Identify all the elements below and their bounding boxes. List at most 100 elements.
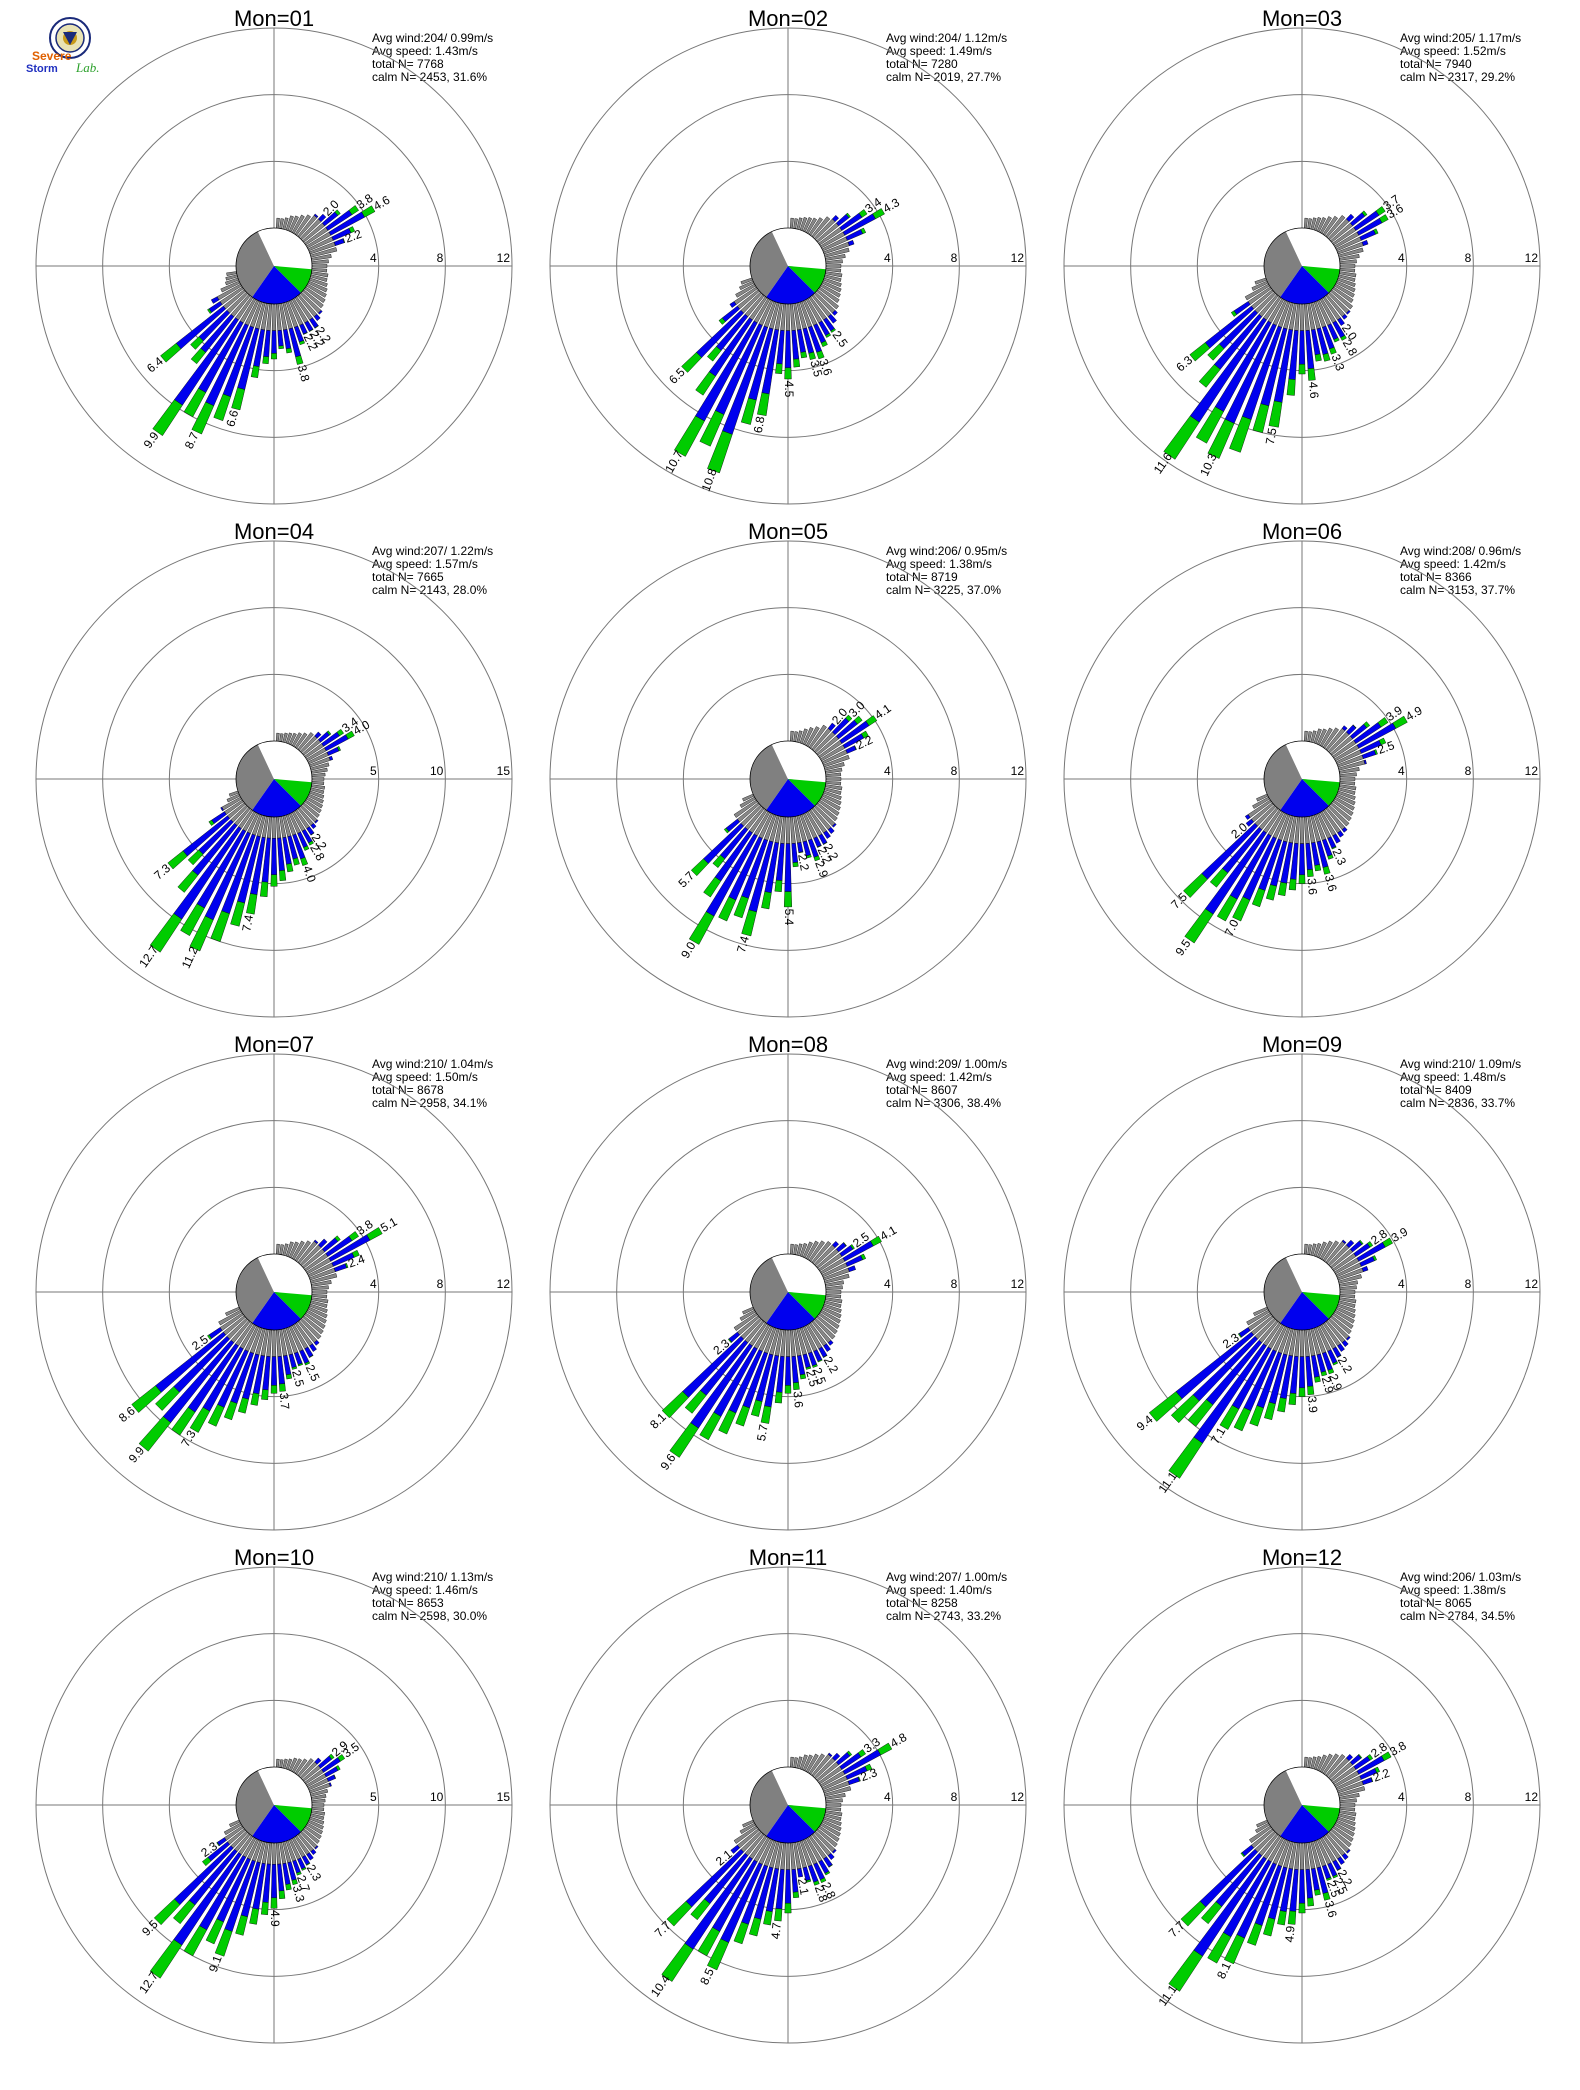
- bar-segment: [237, 1397, 249, 1414]
- bar-segment: [1361, 210, 1368, 217]
- bar-segment: [1341, 725, 1348, 731]
- direction-bar: [789, 1243, 794, 1255]
- calm-n-text: calm N= 2743, 33.2%: [886, 1609, 1001, 1623]
- bar-segment: [189, 1406, 211, 1433]
- direction-bar: [669, 1322, 768, 1458]
- bar-segment: [832, 1752, 841, 1761]
- bar-segment: [1322, 1891, 1331, 1901]
- bar-segment: [1230, 310, 1237, 317]
- direction-bar: [307, 1249, 360, 1278]
- bar-segment: [805, 1366, 812, 1370]
- bar-segment: [750, 1399, 763, 1417]
- direction-bar: [279, 733, 284, 743]
- bar-segment: [774, 1391, 783, 1404]
- bar-segment: [202, 1856, 212, 1867]
- bar-segment: [278, 1890, 286, 1900]
- direction-bar: [205, 1838, 260, 1945]
- bar-segment: [792, 1382, 800, 1391]
- panel-title: Mon=09: [1262, 1032, 1342, 1057]
- bar-segment: [860, 1253, 867, 1261]
- direction-bar: [279, 302, 293, 354]
- bar-segment: [271, 1842, 277, 1865]
- bar-segment: [279, 1383, 286, 1392]
- bar-segment: [1339, 1806, 1356, 1812]
- avg-speed-text: Avg speed: 1.50m/s: [372, 1070, 478, 1084]
- bar-segment: [187, 849, 204, 866]
- bar-segment: [190, 348, 206, 365]
- bar-segment: [729, 301, 737, 308]
- bar-segment: [313, 1239, 319, 1244]
- bar-segment: [262, 356, 270, 365]
- calm-pie-slice: [252, 779, 301, 818]
- direction-bar: [718, 1325, 774, 1435]
- direction-bar: [661, 1835, 768, 1982]
- calm-n-text: calm N= 2958, 34.1%: [372, 1096, 487, 1110]
- bar-segment: [1374, 1766, 1381, 1774]
- bar-value-label: 3.7: [277, 1392, 292, 1410]
- bar-value-label: 4.7: [768, 1922, 783, 1940]
- bar-segment: [328, 755, 334, 761]
- bar-segment: [854, 745, 857, 750]
- bar-segment: [1268, 400, 1283, 428]
- bar-segment: [850, 1244, 855, 1250]
- bar-segment: [311, 1290, 328, 1294]
- bar-segment: [712, 854, 726, 868]
- windrose-panel: Mon=03 Avg wind:205/ 1.17m/s Avg speed: 1.…: [1046, 4, 1560, 516]
- direction-bar: [813, 215, 839, 241]
- direction-bar: [688, 811, 771, 945]
- direction-bar: [237, 1328, 266, 1414]
- bar-segment: [333, 238, 345, 246]
- direction-bar: [820, 1742, 893, 1788]
- total-n-text: total N= 8678: [372, 1083, 444, 1097]
- bar-segment: [309, 1343, 317, 1352]
- direction-bar: [1247, 1840, 1291, 1946]
- direction-bar: [279, 1759, 284, 1769]
- bar-segment: [1346, 1849, 1351, 1854]
- ring-tick-label: 4: [1398, 1790, 1405, 1804]
- bar-segment: [789, 217, 794, 229]
- direction-bar: [1339, 267, 1356, 273]
- calm-pie-slice: [1302, 266, 1340, 293]
- direction-bar: [823, 239, 855, 255]
- avg-wind-text: Avg wind:208/ 0.96m/s: [1400, 544, 1521, 558]
- calm-circle: [235, 740, 313, 818]
- bar-segment: [1299, 816, 1305, 844]
- direction-bar: [202, 1828, 246, 1867]
- bar-segment: [661, 1943, 694, 1982]
- bar-segment: [774, 879, 783, 893]
- direction-bar: [275, 303, 284, 350]
- calm-n-text: calm N= 2598, 30.0%: [372, 1609, 487, 1623]
- bar-segment: [275, 217, 280, 229]
- bar-value-label: 3.5: [807, 359, 825, 379]
- direction-bar: [177, 807, 251, 893]
- direction-bar: [1303, 1243, 1308, 1255]
- bar-segment: [695, 371, 716, 396]
- bar-segment: [774, 1908, 783, 1922]
- direction-bar: [1303, 1842, 1315, 1907]
- direction-bar: [279, 815, 294, 873]
- direction-bar: [160, 289, 246, 363]
- bar-segment: [303, 845, 310, 851]
- calm-pie-slice: [766, 266, 815, 305]
- bar-segment: [1277, 1397, 1287, 1413]
- avg-wind-text: Avg wind:210/ 1.09m/s: [1400, 1057, 1521, 1071]
- bar-segment: [1233, 1407, 1252, 1432]
- direction-bar: [1307, 1328, 1321, 1383]
- direction-bar: [299, 1238, 328, 1267]
- bar-segment: [1340, 335, 1347, 341]
- avg-wind-text: Avg wind:204/ 1.12m/s: [886, 31, 1007, 45]
- bar-segment: [1303, 1756, 1308, 1768]
- direction-bar: [1334, 214, 1389, 249]
- direction-bar: [1316, 1838, 1339, 1879]
- calm-circle: [749, 1253, 827, 1331]
- direction-bar: [1327, 1754, 1353, 1780]
- bar-segment: [246, 893, 258, 915]
- panel-title: Mon=03: [1262, 6, 1342, 31]
- bar-value-label: 3.6: [1305, 878, 1320, 896]
- direction-bar: [1332, 206, 1386, 246]
- total-n-text: total N= 8366: [1400, 570, 1472, 584]
- bar-segment: [1314, 353, 1322, 362]
- direction-bar: [825, 267, 842, 273]
